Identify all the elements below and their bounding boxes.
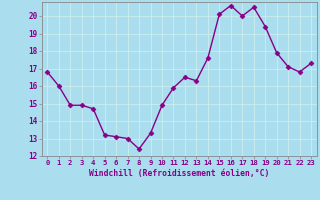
X-axis label: Windchill (Refroidissement éolien,°C): Windchill (Refroidissement éolien,°C) [89, 169, 269, 178]
